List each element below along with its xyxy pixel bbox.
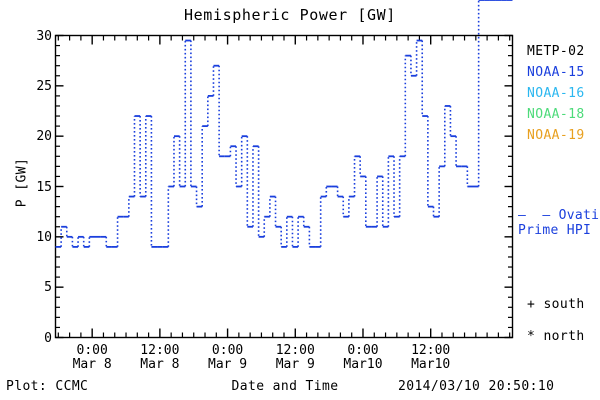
data-series-noaa-15	[55, 0, 513, 248]
y-tick-label: 30	[36, 28, 52, 44]
legend-item-metp-02[interactable]: METP-02	[527, 44, 585, 59]
plot-credit: Plot: CCMC	[6, 379, 89, 394]
x-tick-label: 12:00 Mar 9	[275, 343, 315, 372]
y-axis-ticks	[55, 34, 513, 339]
x-tick-label: 12:00 Mar 8	[140, 343, 180, 372]
plot-timestamp: 2014/03/10 20:50:10	[398, 379, 555, 394]
y-tick-label: 15	[36, 179, 52, 195]
y-tick-label: 20	[36, 129, 52, 145]
legend-symbol-south: + south	[527, 297, 585, 312]
legend-item-noaa-15[interactable]: NOAA-15	[527, 65, 585, 80]
legend-item-noaa-16[interactable]: NOAA-16	[527, 86, 585, 101]
legend-item-noaa-18[interactable]: NOAA-18	[527, 107, 585, 122]
legend-ovation-prime-hpi: – – Ovation Prime HPI	[518, 208, 600, 238]
y-axis-tick-labels: 0 5 10 15 20 25 30	[8, 0, 52, 400]
x-axis-ticks	[57, 35, 511, 338]
legend-ovation-line1: – – Ovation	[518, 208, 600, 223]
x-tick-label: 0:00 Mar 9	[208, 343, 248, 372]
y-tick-label: 10	[36, 229, 52, 245]
chart-title: Hemispheric Power [GW]	[184, 6, 396, 24]
x-axis-label: Date and Time	[231, 379, 339, 394]
x-tick-label: 12:00 Mar10	[411, 343, 451, 372]
legend-item-noaa-19[interactable]: NOAA-19	[527, 128, 585, 143]
y-tick-label: 0	[44, 330, 52, 346]
legend-symbol-north: * north	[527, 329, 585, 344]
x-tick-label: 0:00 Mar 8	[72, 343, 112, 372]
y-tick-label: 5	[44, 280, 52, 296]
legend-ovation-line2: Prime HPI	[518, 223, 592, 238]
x-tick-label: 0:00 Mar10	[343, 343, 383, 372]
y-tick-label: 25	[36, 78, 52, 94]
